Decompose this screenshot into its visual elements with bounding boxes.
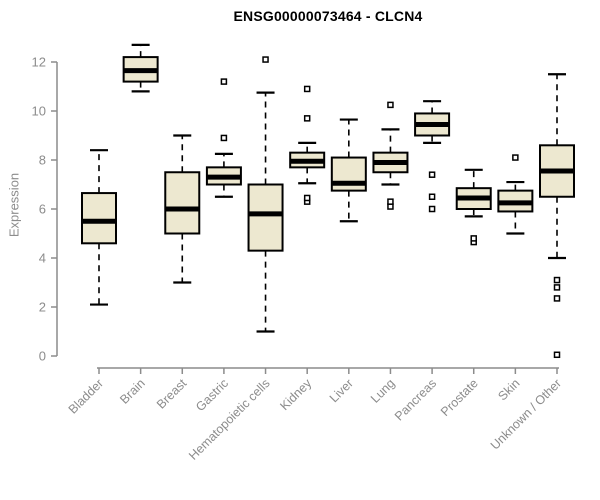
outlier-gastric [220, 134, 228, 142]
outlier-hematopoietic-cells [262, 56, 269, 63]
y-tick-label: 2 [39, 300, 46, 315]
outlier-pancreas [428, 193, 436, 200]
chart-title: ENSG00000073464 - CLCN4 [233, 8, 423, 24]
x-tick-label-breast: Breast [154, 376, 190, 412]
y-tick-label: 8 [39, 153, 46, 168]
outlier-prostate [470, 235, 477, 242]
x-tick-label-hematopoietic-cells: Hematopoietic cells [186, 376, 273, 463]
box-breast [164, 171, 201, 235]
x-tick-label-lung: Lung [368, 376, 398, 406]
outlier-gastric [220, 78, 228, 85]
y-tick-label: 10 [32, 104, 46, 119]
x-tick-label-skin: Skin [495, 376, 522, 403]
x-tick-label-brain: Brain [117, 376, 148, 407]
outlier-skin [512, 154, 519, 161]
outlier-unknown-other [553, 295, 561, 302]
box-hematopoietic-cells [247, 183, 284, 252]
outlier-lung [387, 101, 394, 109]
outlier-pancreas [428, 171, 436, 178]
x-tick-label-prostate: Prostate [438, 376, 481, 419]
outlier-kidney [303, 115, 311, 122]
x-tick-label-pancreas: Pancreas [392, 376, 439, 423]
y-tick-label: 6 [39, 202, 46, 217]
x-tick-label-bladder: Bladder [66, 376, 106, 416]
x-tick-label-unknown-other: Unknown / Other [488, 376, 564, 452]
x-tick-label-liver: Liver [327, 376, 356, 405]
x-tick-label-gastric: Gastric [193, 376, 231, 414]
outlier-unknown-other [553, 284, 561, 291]
outlier-pancreas [428, 205, 436, 213]
outlier-unknown-other [553, 276, 561, 284]
y-tick-label: 12 [32, 55, 46, 70]
outlier-lung [387, 198, 394, 205]
outlier-kidney [303, 85, 311, 93]
outlier-unknown-other [553, 351, 561, 359]
y-tick-label: 0 [39, 349, 46, 364]
x-tick-label-kidney: Kidney [277, 376, 314, 413]
outlier-kidney [303, 194, 311, 202]
box-bladder [81, 192, 117, 245]
y-tick-label: 4 [39, 251, 46, 266]
